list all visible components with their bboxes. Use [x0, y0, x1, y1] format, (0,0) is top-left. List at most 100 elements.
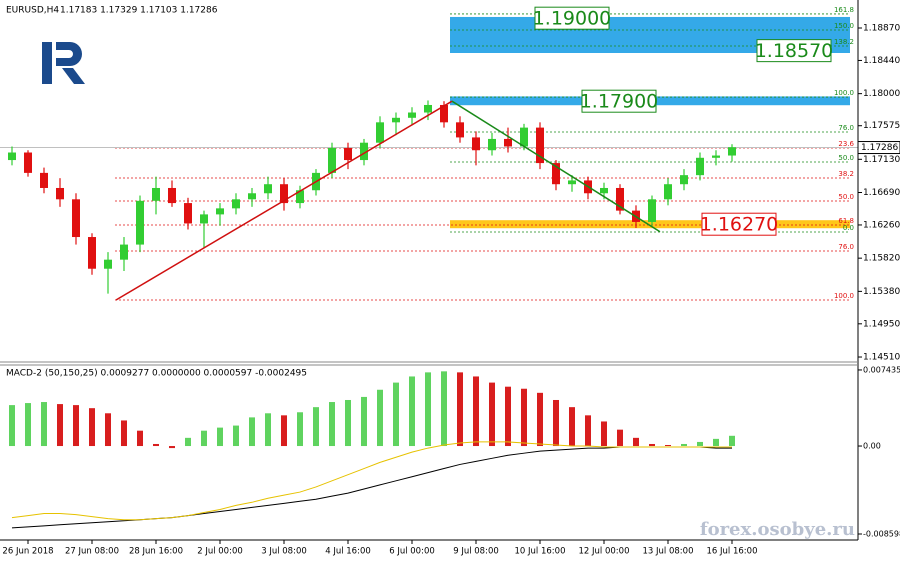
histogram-bar [473, 376, 479, 447]
histogram-bar [217, 427, 223, 447]
candle-body [456, 122, 464, 138]
y-tick-label: 1.15380 [863, 287, 900, 297]
y-tick-label: 1.16260 [863, 220, 900, 230]
candle-body [72, 199, 80, 238]
fib-label: 100.0 [834, 292, 854, 300]
candle-body [280, 184, 288, 204]
candle-body [504, 138, 512, 147]
histogram-bar [537, 392, 543, 447]
candle-body [40, 172, 48, 188]
histogram-bar [73, 405, 79, 447]
candle-body [344, 147, 352, 161]
histogram-bar [185, 437, 191, 447]
histogram-bar [233, 425, 239, 447]
x-tick-label: 27 Jun 08:00 [65, 547, 119, 557]
histogram-bar [409, 376, 415, 447]
price-box-label: 1.18570 [755, 40, 834, 62]
candle-body [216, 208, 224, 215]
histogram-bar [489, 382, 495, 447]
candle-body [472, 137, 480, 151]
histogram-bar [281, 415, 287, 447]
histogram-bar [681, 443, 687, 447]
price-box [581, 89, 657, 113]
macd-line [11, 441, 732, 521]
y-tick-label: -0.008598 [863, 529, 900, 538]
candle-body [600, 187, 608, 194]
current-price-label: 1.17286 [861, 143, 898, 153]
candle-body [120, 244, 128, 260]
histogram-bar [521, 388, 527, 447]
candle-body [696, 157, 704, 176]
fib-label: 23.6 [838, 140, 854, 148]
fib-label: 0.0 [843, 224, 854, 232]
price-box [534, 6, 610, 30]
x-tick-label: 6 Jul 00:00 [389, 547, 435, 557]
candle-body [264, 184, 272, 194]
y-tick-label: 1.17575 [863, 121, 900, 131]
candle-body [568, 180, 576, 185]
histogram-bar [569, 407, 575, 447]
candle-body [24, 152, 32, 173]
histogram-bar [729, 435, 735, 447]
histogram-bar [617, 429, 623, 447]
price-box [756, 39, 832, 63]
histogram-bar [25, 403, 31, 447]
histogram-bar [713, 438, 719, 447]
candle-body [136, 200, 144, 245]
macd-title: MACD-2 (50,150,25) 0.0009277 0.0000000 0… [6, 369, 307, 379]
candle-body [424, 104, 432, 113]
x-tick-label: 4 Jul 16:00 [325, 547, 371, 557]
histogram-bar [265, 413, 271, 447]
candle-body [88, 237, 96, 269]
logo [42, 42, 85, 84]
histogram-bar [9, 405, 15, 447]
fib-label: 150.0 [834, 22, 854, 30]
histogram-bar [345, 399, 351, 447]
candle-body [728, 147, 736, 156]
fib-label: 76.0 [838, 243, 854, 251]
candle-body [712, 155, 720, 158]
histogram-bar [121, 420, 127, 447]
histogram-bar [361, 396, 367, 447]
price-box [701, 212, 777, 236]
y-tick-label: 1.15820 [863, 254, 900, 264]
candle-body [248, 193, 256, 200]
candle-body [232, 199, 240, 209]
current-price-box [857, 141, 900, 155]
candle-body [520, 127, 528, 147]
x-tick-label: 2 Jul 00:00 [197, 547, 243, 557]
candle-body [200, 214, 208, 224]
y-tick-label: 1.17130 [863, 155, 900, 165]
zone [450, 220, 850, 229]
trendline [451, 100, 661, 233]
ohlc-text: 1.17183 1.17329 1.17103 1.17286 [60, 6, 218, 16]
histogram-bar [553, 399, 559, 447]
candle-body [184, 203, 192, 224]
histogram-bar [585, 415, 591, 447]
histogram-bar [105, 413, 111, 447]
candle-body [168, 187, 176, 204]
candle-body [376, 122, 384, 143]
candle-body [392, 117, 400, 123]
candle-body [328, 147, 336, 173]
y-tick-label: 1.16690 [863, 188, 900, 198]
histogram-bar [393, 382, 399, 447]
candle-body [648, 199, 656, 222]
histogram-bar [201, 430, 207, 447]
histogram-bar [633, 437, 639, 447]
candle-body [408, 112, 416, 118]
fib-label: 50.0 [838, 154, 854, 162]
y-tick-label: 1.14950 [863, 319, 900, 329]
histogram-bar [665, 445, 671, 447]
x-tick-label: 16 Jul 16:00 [707, 547, 758, 557]
x-tick-label: 26 Jun 2018 [2, 547, 53, 557]
histogram-bar [249, 417, 255, 447]
x-tick-label: 9 Jul 08:00 [453, 547, 499, 557]
y-tick-label: 1.14510 [863, 353, 900, 363]
histogram-bar [41, 402, 47, 447]
x-tick-label: 12 Jul 00:00 [579, 547, 630, 557]
histogram-bar [425, 372, 431, 447]
fib-label: 76.0 [838, 124, 854, 132]
x-tick-label: 13 Jul 08:00 [643, 547, 694, 557]
